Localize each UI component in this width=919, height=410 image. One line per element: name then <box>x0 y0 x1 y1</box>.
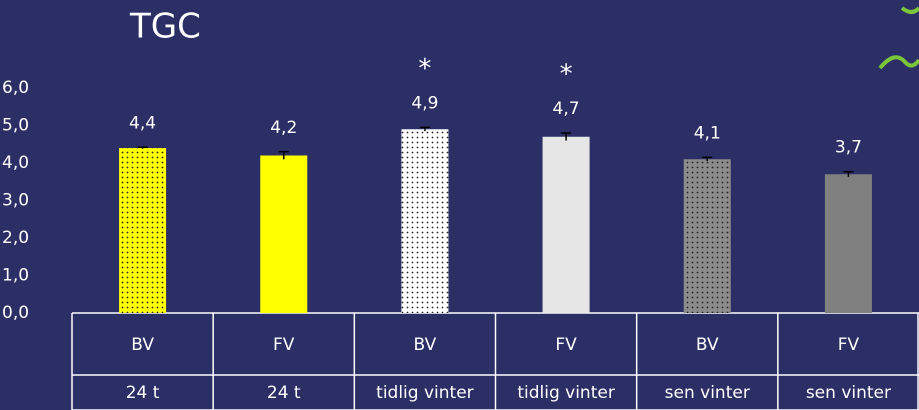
bar-pattern <box>119 148 166 313</box>
page: {"chart_data": {"type": "bar", "title": … <box>0 0 919 410</box>
group-label: tidlig vinter <box>517 383 615 403</box>
x-tick-label: FV <box>273 335 295 355</box>
annotation: * <box>560 60 573 90</box>
y-tick-label: 0,0 <box>2 303 29 323</box>
group-label: 24 t <box>267 383 301 403</box>
y-tick-label: 5,0 <box>2 116 29 136</box>
bar <box>825 174 872 313</box>
bar-pattern <box>684 159 731 313</box>
annotation: * <box>418 54 431 84</box>
decoration <box>902 8 919 12</box>
y-tick-label: 2,0 <box>2 228 29 248</box>
chart: TGC 0,0 1,0 2,0 3,0 4,0 5,0 6,0 4,4 BV 24 t 4,2 FV 2… <box>0 0 919 410</box>
group-label: tidlig vinter <box>376 383 474 403</box>
value-label: 4,1 <box>694 123 721 143</box>
y-tick-label: 3,0 <box>2 191 29 211</box>
x-tick-label: BV <box>414 335 437 355</box>
x-tick-label: BV <box>131 335 154 355</box>
y-tick-label: 1,0 <box>2 266 29 286</box>
group-label: 24 t <box>126 383 160 403</box>
y-tick-label: 4,0 <box>2 153 29 173</box>
value-label: 4,9 <box>411 93 438 113</box>
x-tick-label: FV <box>555 335 577 355</box>
bar-pattern <box>401 129 448 313</box>
bar <box>260 156 307 314</box>
y-tick-label: 6,0 <box>2 78 29 98</box>
value-label: 3,7 <box>835 138 862 158</box>
chart-title: TGC <box>129 7 201 47</box>
bar <box>543 137 590 313</box>
x-tick-label: BV <box>696 335 719 355</box>
value-label: 4,4 <box>129 113 156 133</box>
value-label: 4,7 <box>553 99 580 119</box>
value-label: 4,2 <box>270 118 297 138</box>
group-label: sen vinter <box>806 383 891 403</box>
group-label: sen vinter <box>665 383 750 403</box>
x-tick-label: FV <box>838 335 860 355</box>
decoration <box>880 57 919 68</box>
